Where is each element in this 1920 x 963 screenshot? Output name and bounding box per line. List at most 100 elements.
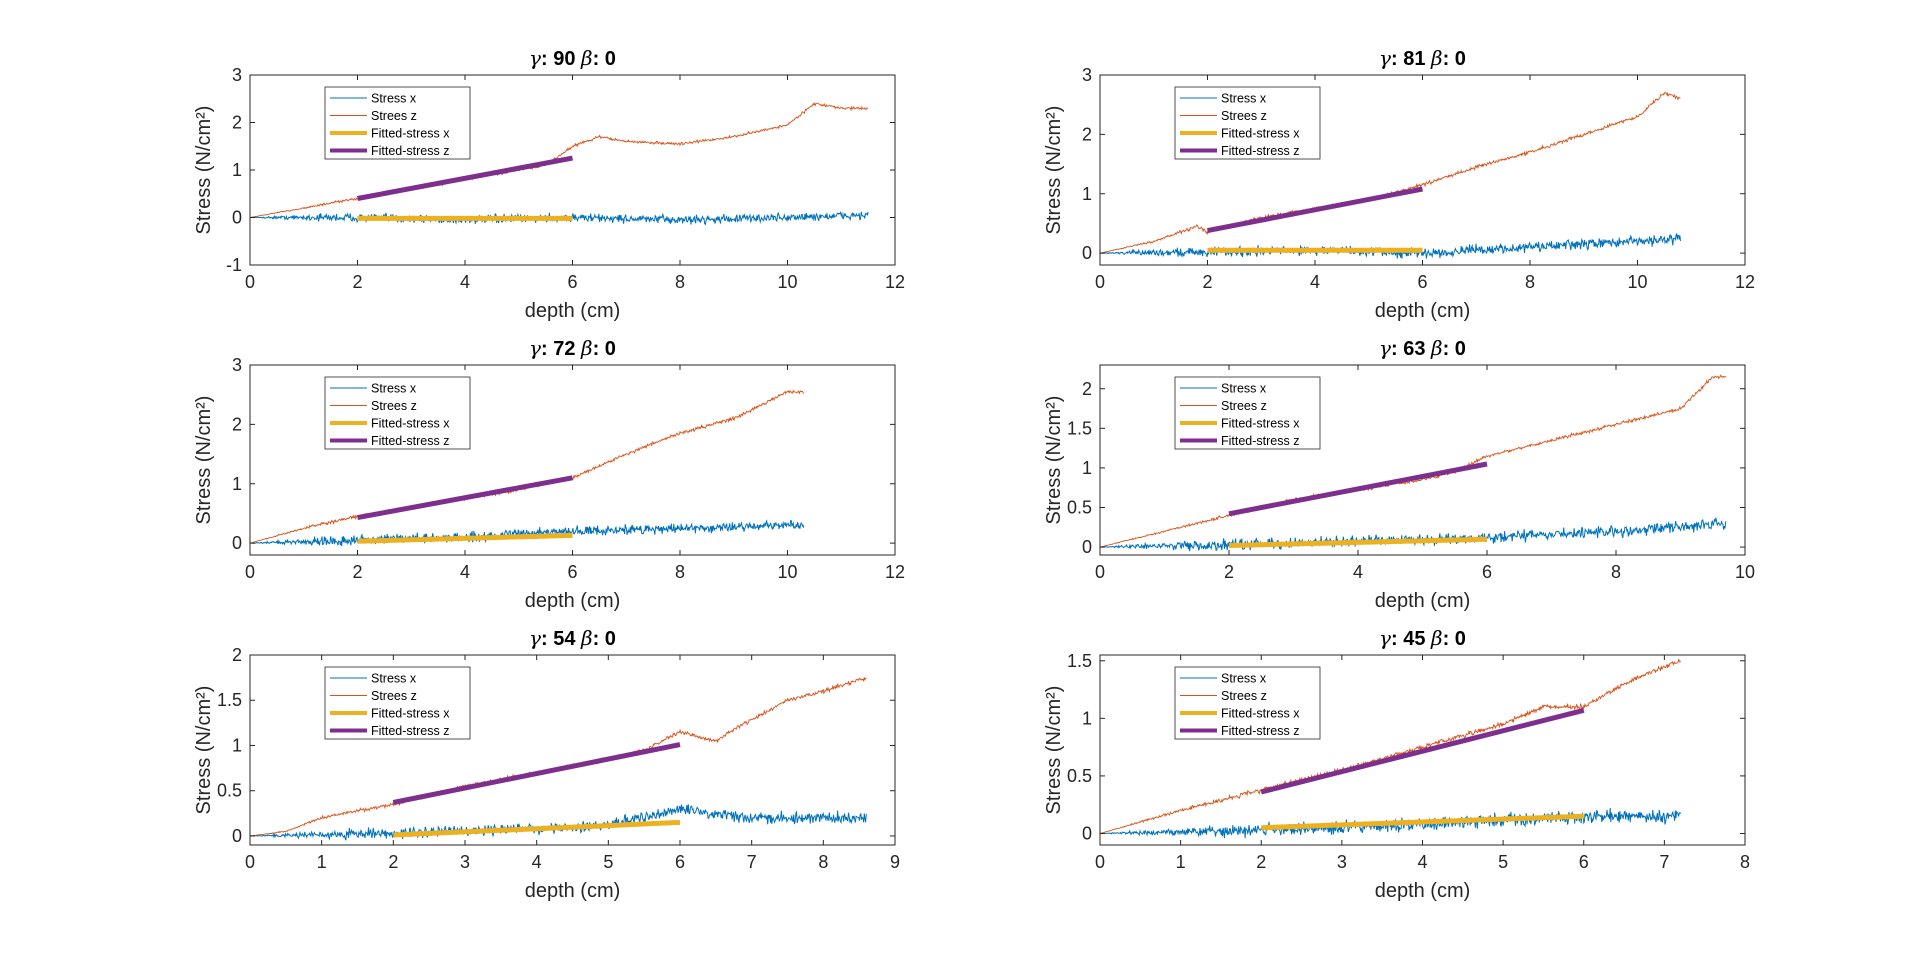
title-gamma-symbol: γ [529, 46, 541, 70]
legend-entry: Stress x [371, 672, 417, 686]
legend-entry: Fitted-stress x [1221, 417, 1300, 431]
x-tick-label: 6 [567, 562, 577, 582]
x-tick-label: 4 [460, 562, 470, 582]
title-beta: : 0 [1443, 628, 1466, 650]
subplot-title: γ: 54 β: 0 [529, 626, 616, 650]
y-axis-label: Stress (N/cm²) [193, 396, 215, 525]
legend: Stress x Strees z Fitted-stress x Fitted-st… [1174, 86, 1321, 160]
x-tick-label: 12 [1735, 272, 1755, 292]
series-stress-x [1100, 807, 1681, 839]
legend-entry: Strees z [371, 689, 417, 703]
x-tick-label: 0 [245, 562, 255, 582]
x-tick-label: 12 [885, 562, 905, 582]
legend-entry: Strees z [371, 399, 417, 413]
x-tick-label: 10 [1627, 272, 1647, 292]
title-gamma-symbol: γ [1379, 46, 1391, 70]
legend-entry: Fitted-stress x [371, 417, 450, 431]
legend-entry: Strees z [1221, 399, 1267, 413]
legend-entry: Strees z [1221, 109, 1267, 123]
x-tick-label: 2 [1202, 272, 1212, 292]
x-tick-label: 6 [1482, 562, 1492, 582]
y-tick-label: 1 [232, 735, 242, 755]
legend-box [1174, 86, 1321, 160]
legend-entry: Fitted-stress x [371, 127, 450, 141]
x-tick-label: 4 [532, 852, 542, 872]
title-beta: : 0 [593, 48, 616, 70]
x-tick-label: 8 [1525, 272, 1535, 292]
x-tick-label: 2 [352, 272, 362, 292]
y-tick-label: 3 [1082, 65, 1092, 85]
x-tick-label: 4 [1417, 852, 1427, 872]
subplot-title: γ: 81 β: 0 [1379, 46, 1466, 70]
series-fitted-stress-z [357, 155, 573, 201]
x-tick-label: 4 [1353, 562, 1363, 582]
y-tick-label: 0 [1082, 243, 1092, 263]
legend: Stress x Strees z Fitted-stress x Fitted-st… [324, 376, 471, 450]
series-strees-z [1100, 374, 1727, 548]
x-axis-label: depth (cm) [525, 880, 621, 902]
y-tick-label: 1 [232, 160, 242, 180]
y-axis-label: Stress (N/cm²) [193, 106, 215, 235]
x-tick-label: 0 [1095, 272, 1105, 292]
title-beta-symbol: β [580, 626, 593, 650]
y-axis-label: Stress (N/cm²) [193, 686, 215, 815]
series-fitted-stress-x [357, 532, 573, 544]
subplot-5: 0 1 2 3 4 5 6 7 8 9 0 0.5 1 1.5 2 depth (cm) Stress (N/c… [193, 626, 900, 902]
x-tick-label: 10 [1735, 562, 1755, 582]
subplot-4: 0 2 4 6 8 10 0 0.5 1 1.5 2 depth (cm) Stress (N/cm²)… [1043, 336, 1755, 612]
x-tick-label: 2 [388, 852, 398, 872]
x-tick-label: 10 [777, 272, 797, 292]
title-beta-symbol: β [580, 336, 593, 360]
title-beta-symbol: β [1430, 336, 1443, 360]
x-tick-label: 12 [885, 272, 905, 292]
x-tick-label: 5 [603, 852, 613, 872]
legend-entry: Stress x [371, 382, 417, 396]
x-axis-label: depth (cm) [1375, 590, 1471, 612]
x-tick-label: 2 [1256, 852, 1266, 872]
plot-area [1100, 658, 1681, 839]
subplot-title: γ: 63 β: 0 [1379, 336, 1466, 360]
series-stress-x [250, 519, 805, 547]
series-fitted-stress-z [1228, 461, 1488, 517]
title-beta: : 0 [1443, 338, 1466, 360]
legend-entry: Fitted-stress x [1221, 127, 1300, 141]
x-tick-label: 6 [1417, 272, 1427, 292]
y-tick-label: 1 [1082, 708, 1092, 728]
y-tick-label: 1.5 [1067, 418, 1092, 438]
title-beta-symbol: β [1430, 46, 1443, 70]
legend-entry: Stress x [1221, 92, 1267, 106]
x-tick-label: 2 [352, 562, 362, 582]
y-tick-label: 0.5 [1067, 766, 1092, 786]
x-tick-label: 3 [1337, 852, 1347, 872]
legend-entry: Stress x [1221, 672, 1267, 686]
x-tick-label: 3 [460, 852, 470, 872]
x-tick-label: 10 [777, 562, 797, 582]
plot-area [250, 389, 805, 547]
title-gamma-symbol: γ [529, 336, 541, 360]
y-tick-label: 0 [232, 826, 242, 846]
title-gamma: : 54 [541, 628, 581, 650]
y-tick-label: 3 [232, 65, 242, 85]
x-tick-label: 9 [890, 852, 900, 872]
title-gamma-symbol: γ [1379, 626, 1391, 650]
x-tick-label: 7 [747, 852, 757, 872]
title-beta-symbol: β [580, 46, 593, 70]
legend-box [324, 376, 471, 450]
title-beta: : 0 [1443, 48, 1466, 70]
x-tick-label: 2 [1224, 562, 1234, 582]
x-tick-label: 0 [245, 272, 255, 292]
plot-area [250, 677, 867, 841]
legend-entry: Fitted-stress z [1221, 144, 1300, 158]
y-tick-label: 0 [1082, 537, 1092, 557]
series-fitted-stress-x [1228, 536, 1488, 548]
series-fitted-stress-x [393, 819, 681, 838]
legend-entry: Fitted-stress z [371, 724, 450, 738]
x-tick-label: 8 [1740, 852, 1750, 872]
y-axis-label: Stress (N/cm²) [1043, 396, 1065, 525]
y-axis-label: Stress (N/cm²) [1043, 106, 1065, 235]
title-gamma: : 81 [1391, 48, 1431, 70]
legend-box [324, 666, 471, 740]
plot-area [250, 102, 869, 226]
x-tick-label: 0 [1095, 562, 1105, 582]
